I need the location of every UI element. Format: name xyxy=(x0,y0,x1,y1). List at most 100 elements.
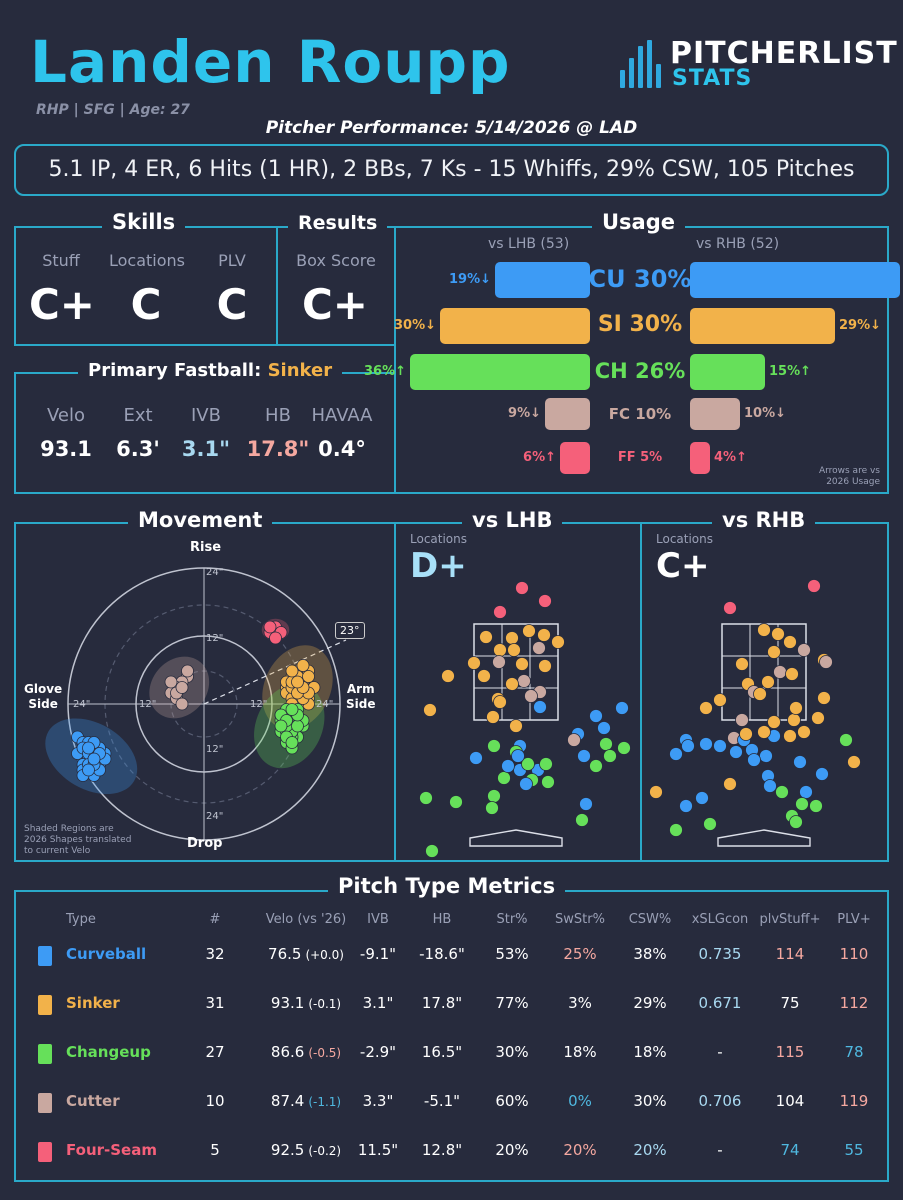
ring-24-left: 24" xyxy=(73,699,91,710)
metric-str-4: 20% xyxy=(495,1141,529,1159)
velo-cell-2: 86.6 (-0.5) xyxy=(246,1043,366,1061)
metric-str-3: 60% xyxy=(495,1092,529,1110)
metric-swstr-4: 20% xyxy=(563,1141,597,1159)
metric-stuff-2: 115 xyxy=(775,1043,805,1061)
velo-value: 86.6 xyxy=(270,1043,305,1061)
movement-point-changeup xyxy=(274,719,288,733)
location-point-cu xyxy=(533,700,547,714)
metric-str-1: 77% xyxy=(495,994,529,1012)
velo-value: 76.5 xyxy=(268,945,302,963)
location-point-ch xyxy=(487,789,501,803)
location-point-cu xyxy=(699,737,713,751)
metric-xslg-3: 0.706 xyxy=(698,1092,742,1110)
performance-title: Pitcher Performance: 5/14/2026 @ LAD xyxy=(265,118,638,138)
metric-stuff-0: 114 xyxy=(775,945,805,963)
usage-bar-lhb-4 xyxy=(560,442,590,474)
metric-plv-3: 119 xyxy=(839,1092,869,1110)
usage-title: Usage xyxy=(592,210,685,234)
location-point-cu xyxy=(681,739,695,753)
metric-csw-1: 29% xyxy=(633,994,667,1012)
metric-ivb-2: -2.9" xyxy=(359,1043,397,1061)
location-point-si xyxy=(847,755,861,769)
location-point-fc xyxy=(797,643,811,657)
location-point-ff xyxy=(538,594,552,608)
usage-bar-rhb-1 xyxy=(690,308,835,344)
metrics-header-5: Str% xyxy=(496,912,528,927)
metric-hb-1: 17.8" xyxy=(421,994,463,1012)
pitcher-name: Landen Roupp xyxy=(30,28,511,96)
metrics-header-2: Velo (vs '26) xyxy=(265,912,347,927)
location-point-ch xyxy=(419,791,433,805)
metric-n-0: 32 xyxy=(205,945,225,963)
glove-line2: Side xyxy=(28,697,58,711)
pitcher-subtitle: RHP | SFG | Age: 27 xyxy=(36,102,190,118)
boxscore-label: Box Score xyxy=(296,251,376,270)
velo-diff: (-0.1) xyxy=(308,997,342,1011)
usage-rhb-label: vs RHB (52) xyxy=(696,236,780,252)
boxscore-grade: C+ xyxy=(301,280,368,329)
pitch-swatch-3 xyxy=(38,1093,52,1113)
location-point-si xyxy=(479,630,493,644)
metric-str-2: 30% xyxy=(495,1043,529,1061)
plv-grade: C xyxy=(216,280,248,329)
metric-hb-0: -18.6" xyxy=(419,945,465,963)
location-point-cu xyxy=(669,747,683,761)
ring-24-top: 24" xyxy=(206,567,224,578)
metric-swstr-3: 0% xyxy=(568,1092,592,1110)
metric-ivb-0: -9.1" xyxy=(359,945,397,963)
movement-point-cutter xyxy=(181,664,194,678)
lhb-grade: D+ xyxy=(410,546,467,586)
location-point-fc xyxy=(567,733,581,747)
location-point-si xyxy=(771,627,785,641)
metrics-header-7: CSW% xyxy=(628,912,672,927)
rhb-title: vs RHB xyxy=(712,508,816,532)
results-title: Results xyxy=(288,212,388,234)
metric-swstr-1: 3% xyxy=(568,994,592,1012)
location-point-fc xyxy=(819,655,833,669)
usage-bar-rhb-0 xyxy=(690,262,900,298)
location-point-ch xyxy=(449,795,463,809)
metric-swstr-2: 18% xyxy=(563,1043,597,1061)
usage-note-line1: Arrows are vs xyxy=(818,466,880,476)
ring-12-right: 12" xyxy=(250,699,268,710)
location-point-si xyxy=(787,713,801,727)
location-point-ch xyxy=(521,757,535,771)
fastball-title: Primary Fastball: Sinker xyxy=(78,360,343,381)
statline: 5.1 IP, 4 ER, 6 Hits (1 HR), 2 BBs, 7 Ks… xyxy=(14,144,889,196)
movement-plot xyxy=(45,567,347,841)
metric-hb-4: 12.8" xyxy=(421,1141,463,1159)
location-point-si xyxy=(538,659,552,673)
stuff-grade: C+ xyxy=(28,280,95,329)
arm-line2: Side xyxy=(346,697,376,711)
location-point-si xyxy=(789,701,803,715)
location-point-si xyxy=(493,643,507,657)
metrics-header-4: HB xyxy=(432,912,452,927)
usage-lhb-pct-2: 36%↑ xyxy=(363,364,406,379)
metric-ivb-4: 11.5" xyxy=(357,1141,399,1159)
usage-bar-lhb-0 xyxy=(495,262,590,298)
usage-label-2: CH 26% xyxy=(594,358,686,383)
metric-ivb-3: 3.3" xyxy=(362,1092,394,1110)
metric-xslg-1: 0.671 xyxy=(698,994,742,1012)
usage-bar-lhb-3 xyxy=(545,398,590,430)
location-point-ff xyxy=(515,581,529,595)
fastball-label-1: Ext xyxy=(123,405,153,426)
location-point-si xyxy=(817,691,831,705)
location-point-ch xyxy=(539,757,553,771)
location-point-cu xyxy=(793,755,807,769)
velo-cell-3: 87.4 (-1.1) xyxy=(246,1092,366,1110)
location-point-ch xyxy=(485,801,499,815)
movement-point-curveball xyxy=(87,752,101,766)
location-point-si xyxy=(649,785,663,799)
location-point-fc xyxy=(773,665,787,679)
lhb-location-plot xyxy=(419,581,631,858)
fastball-value-3: 17.8" xyxy=(246,437,310,461)
metric-hb-2: 16.5" xyxy=(421,1043,463,1061)
location-point-si xyxy=(761,675,775,689)
ring-24-right: 24" xyxy=(316,699,334,710)
velo-diff: (-0.5) xyxy=(308,1046,342,1060)
movement-note: Shaded Regions are 2026 Shapes translate… xyxy=(24,824,131,857)
metric-plv-2: 78 xyxy=(844,1043,864,1061)
usage-bar-rhb-2 xyxy=(690,354,765,390)
usage-rhb-pct-2: 15%↑ xyxy=(769,364,812,379)
